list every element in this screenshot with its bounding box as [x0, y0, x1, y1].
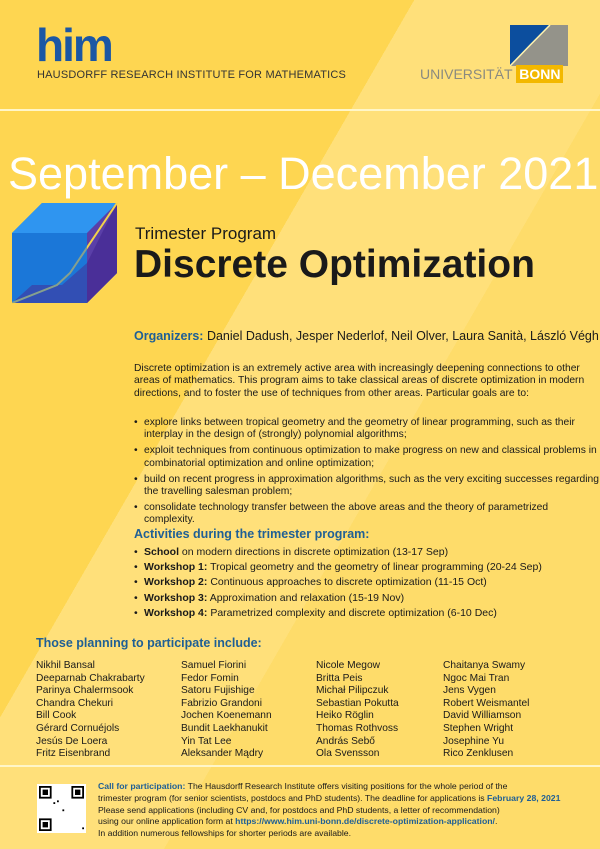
activity-item: School on modern directions in discrete …: [134, 545, 542, 560]
participant-name: Nikhil Bansal: [36, 660, 95, 671]
participant-name: Bill Cook: [36, 710, 77, 722]
activity-label: Workshop 3:: [144, 591, 208, 604]
qr-code-icon[interactable]: [37, 784, 86, 833]
participants-column: Nicole Megow Britta Peis Michał Pilipczuk S…: [316, 660, 399, 761]
activity-text: Approximation and relaxation (15-19 Nov): [207, 591, 405, 604]
participant-name: Josephine Yu: [443, 735, 504, 747]
participants-column: Nikhil Bansal Deeparnab Chakrabarty Pariny…: [36, 660, 145, 761]
deadline: February 28, 2021: [487, 792, 561, 803]
uni-bonn-logo-icon: [510, 25, 568, 66]
program-type: Trimester Program: [135, 224, 277, 243]
participant-name: Chandra Chekuri: [36, 697, 114, 709]
goals-list: explore links between tropical geometry …: [134, 417, 600, 531]
activity-item: Workshop 2: Continuous approaches to dis…: [134, 575, 542, 590]
call-text: .: [494, 816, 498, 827]
activity-item: Workshop 4: Parametrized complexity and …: [134, 606, 542, 621]
program-dates: September – December 2021: [8, 148, 599, 199]
call-text: The Hausdorff Research Institute offers …: [185, 781, 508, 791]
participant-name: Jens Vygen: [443, 685, 496, 697]
activities-list: School on modern directions in discrete …: [134, 545, 542, 621]
activity-text: on modern directions in discrete optimiz…: [179, 546, 449, 558]
participant-name: Fabrizio Grandoni: [181, 697, 262, 709]
participant-name: Yin Tat Lee: [181, 735, 232, 747]
participant-name: Ola Svensson: [316, 748, 380, 760]
activity-text: Continuous approaches to discrete optimi…: [207, 576, 487, 589]
call-text: using our online application form at: [98, 816, 236, 827]
participant-name: Gérard Cornuéjols: [36, 722, 120, 734]
participant-name: Chaitanya Swamy: [443, 660, 526, 671]
participant-name: Rico Zenklusen: [443, 748, 514, 760]
activity-label: School: [144, 546, 180, 558]
goal-item: exploit techniques from continuous optim…: [134, 445, 600, 469]
institute-name: HAUSDORFF RESEARCH INSTITUTE FOR MATHEMA…: [37, 69, 347, 81]
call-text: Please send applications (including CV a…: [98, 804, 500, 815]
participant-name: Michał Pilipczuk: [316, 685, 389, 697]
participant-name: Fedor Fomin: [181, 672, 239, 684]
activity-text: Parametrized complexity and discrete opt…: [207, 606, 497, 619]
participant-name: Samuel Fiorini: [181, 660, 247, 671]
application-link[interactable]: https://www.him.uni-bonn.de/discrete-opt…: [235, 816, 495, 827]
participant-name: Parinya Chalermsook: [36, 685, 134, 697]
activities-heading: Activities during the trimester program:: [134, 527, 370, 541]
goal-item: build on recent progress in approximatio…: [134, 474, 600, 498]
participant-name: Sebastian Pokutta: [316, 697, 399, 709]
participant-name: Jochen Koenemann: [181, 710, 272, 722]
intro-paragraph: Discrete optimization is an extremely ac…: [134, 363, 585, 399]
activity-label: Workshop 1:: [144, 561, 208, 574]
participant-name: Nicole Megow: [316, 660, 380, 671]
organizers: Organizers: Daniel Dadush, Jesper Nederl…: [134, 329, 599, 343]
divider: [0, 109, 600, 111]
participant-name: Heiko Röglin: [316, 710, 374, 722]
university-label: UNIVERSITÄT: [420, 66, 513, 82]
participant-name: Jesús De Loera: [36, 735, 108, 747]
participant-name: Ngoc Mai Tran: [443, 672, 510, 684]
call-for-participation: Call for participation: The Hausdorff Re…: [98, 781, 560, 840]
activity-label: Workshop 4:: [144, 606, 208, 619]
participant-name: David Williamson: [443, 710, 522, 722]
call-text: In addition numerous fellowships for sho…: [98, 828, 352, 839]
participant-name: Robert Weismantel: [443, 697, 530, 709]
participant-name: Satoru Fujishige: [181, 685, 255, 697]
participant-name: Fritz Eisenbrand: [36, 748, 111, 760]
activity-item: Workshop 3: Approximation and relaxation…: [134, 591, 542, 606]
activity-item: Workshop 1: Tropical geometry and the ge…: [134, 560, 542, 575]
participant-name: Aleksander Mądry: [181, 748, 264, 760]
participant-name: Deeparnab Chakrabarty: [36, 672, 145, 684]
university-accent: BONN: [516, 65, 564, 83]
participants-column: Samuel Fiorini Fedor Fomin Satoru Fujishig…: [181, 660, 272, 761]
goal-item: explore links between tropical geometry …: [134, 417, 600, 441]
participant-name: Britta Peis: [316, 672, 363, 684]
divider: [0, 765, 600, 767]
organizers-label: Organizers:: [134, 329, 204, 343]
call-label: Call for participation:: [98, 781, 186, 791]
goal-item: consolidate technology transfer between …: [134, 502, 600, 526]
participants-heading: Those planning to participate include:: [36, 636, 262, 650]
activity-label: Workshop 2:: [144, 576, 208, 589]
organizers-names: Daniel Dadush, Jesper Nederlof, Neil Olv…: [206, 329, 599, 343]
participant-name: Thomas Rothvoss: [316, 722, 399, 734]
program-title: Discrete Optimization: [134, 243, 535, 286]
university-name: UNIVERSITÄT BONN: [420, 65, 564, 83]
polytope-cube-icon: [12, 203, 118, 304]
participant-name: Bundit Laekhanukit: [181, 722, 268, 734]
participants-column: Chaitanya Swamy Ngoc Mai Tran Jens Vygen Ro…: [443, 660, 529, 761]
participant-name: Stephen Wright: [443, 722, 514, 734]
him-logo: him: [36, 19, 114, 71]
call-text: trimester program (for senior scientists…: [98, 792, 488, 803]
activity-text: Tropical geometry and the geometry of li…: [207, 561, 542, 574]
participant-name: András Sebő: [316, 735, 375, 747]
